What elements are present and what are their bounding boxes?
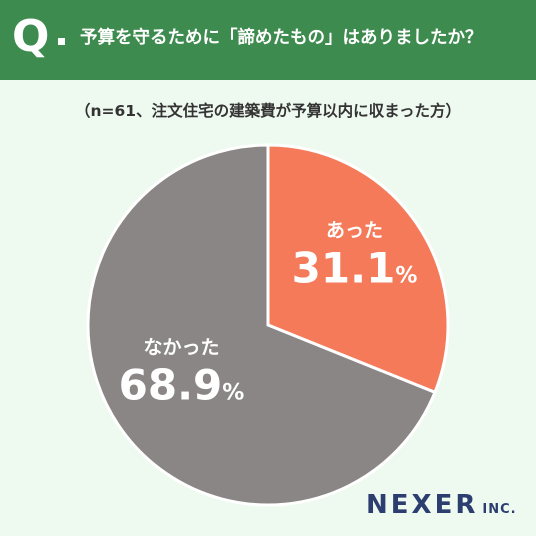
header-bar: Q 予算を守るために「諦めたもの」はありましたか？ [0,0,536,80]
question-title: 予算を守るために「諦めたもの」はありましたか？ [80,28,483,48]
pie-slice-0 [266,143,450,395]
slice-value-label: 68.9% [119,360,245,409]
slice-category-label: なかった [143,336,219,358]
logo-main-text: NEXER [366,490,479,520]
nexer-logo: NEXER INC. [366,490,517,520]
slice-category-label: あった [326,220,383,242]
slice-value-label: 31.1% [292,244,418,293]
pie-slice-1 [86,143,437,507]
logo-sub-text: INC. [482,502,517,517]
q-dot-decoration [58,38,65,45]
question-mark-label: Q [12,11,50,62]
sample-note: （n=61、注文住宅の建築費が予算以内に収まった方） [75,102,461,120]
